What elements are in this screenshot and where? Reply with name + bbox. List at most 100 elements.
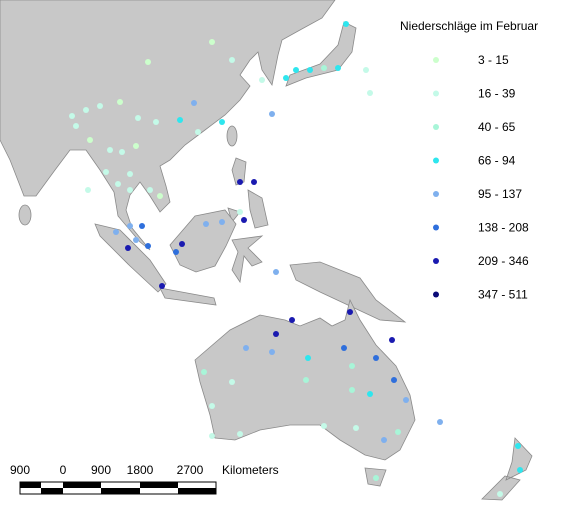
legend-label: 347 - 511	[478, 288, 528, 302]
station	[177, 117, 183, 123]
scale-segment	[63, 482, 101, 488]
station	[349, 387, 355, 393]
new-guinea	[289, 261, 407, 323]
station	[283, 75, 289, 81]
station	[229, 379, 235, 385]
station	[201, 369, 207, 375]
station	[103, 169, 109, 175]
legend-label: 40 - 65	[478, 120, 516, 134]
station	[353, 425, 359, 431]
station	[209, 403, 215, 409]
station	[251, 179, 257, 185]
station	[127, 187, 133, 193]
station	[517, 467, 523, 473]
station	[289, 317, 295, 323]
scale-label: 1800	[127, 463, 154, 477]
station	[157, 193, 163, 199]
scale-bar: 900 0 900 1800 2700 Kilometers	[10, 463, 279, 495]
station	[391, 377, 397, 383]
sri-lanka	[18, 204, 32, 226]
station	[237, 431, 243, 437]
station	[209, 39, 215, 45]
legend-label: 209 - 346	[478, 254, 529, 268]
station	[133, 143, 139, 149]
station	[273, 269, 279, 275]
scale-segment	[101, 482, 140, 488]
legend-swatch	[433, 258, 439, 264]
station	[173, 249, 179, 255]
scale-label: 2700	[177, 463, 204, 477]
sumatra	[94, 223, 167, 293]
legend-swatch	[433, 57, 439, 63]
station	[515, 443, 521, 449]
station	[303, 377, 309, 383]
station	[259, 77, 265, 83]
station	[373, 475, 379, 481]
scale-segment	[178, 488, 216, 494]
legend-swatch	[433, 191, 439, 197]
station	[159, 283, 165, 289]
station	[133, 237, 139, 243]
station	[115, 181, 121, 187]
station	[83, 107, 89, 113]
station	[117, 99, 123, 105]
legend-label: 95 - 137	[478, 187, 522, 201]
scale-unit: Kilometers	[222, 463, 279, 477]
land	[0, 0, 533, 501]
station	[437, 419, 443, 425]
legend-swatch	[433, 90, 439, 97]
station	[219, 219, 225, 225]
scale-segment	[20, 488, 41, 494]
legend-title: Niederschläge im Februar	[400, 19, 538, 33]
borneo	[169, 209, 237, 273]
station	[293, 67, 299, 73]
station	[85, 187, 91, 193]
scale-segment	[41, 482, 63, 488]
station	[73, 123, 79, 129]
station	[367, 90, 373, 96]
station	[381, 437, 387, 443]
station	[363, 67, 369, 73]
station	[395, 429, 401, 435]
taiwan	[226, 125, 238, 147]
station	[125, 245, 131, 251]
legend-swatch	[433, 157, 439, 164]
scale-outline	[19, 481, 217, 495]
station	[153, 119, 159, 125]
legend: 3 - 15 16 - 39 40 - 65 66 - 94 95 - 137 138 -…	[433, 53, 529, 302]
station	[321, 423, 327, 429]
station	[335, 65, 341, 71]
station	[145, 243, 151, 249]
station	[87, 137, 93, 143]
new-zealand	[481, 437, 533, 501]
station	[145, 59, 151, 65]
station	[237, 179, 243, 185]
japan	[285, 21, 357, 87]
philippines	[227, 157, 269, 229]
legend-swatch	[433, 291, 439, 298]
station	[341, 345, 347, 351]
station	[127, 171, 133, 177]
station	[349, 363, 355, 369]
station	[241, 217, 247, 223]
station	[229, 57, 235, 63]
station	[367, 391, 373, 397]
station	[219, 119, 225, 125]
legend-label: 16 - 39	[478, 87, 516, 101]
station	[269, 111, 275, 117]
scale-segment	[41, 488, 63, 494]
station	[203, 221, 209, 227]
station	[373, 355, 379, 361]
station	[191, 100, 197, 106]
asia	[0, 0, 336, 251]
station	[389, 337, 395, 343]
station	[403, 397, 409, 403]
station	[209, 433, 215, 439]
scale-segment	[20, 482, 41, 488]
station	[139, 223, 145, 229]
station	[237, 209, 243, 215]
station	[305, 355, 311, 361]
scale-segment	[63, 488, 101, 494]
station	[273, 331, 279, 337]
